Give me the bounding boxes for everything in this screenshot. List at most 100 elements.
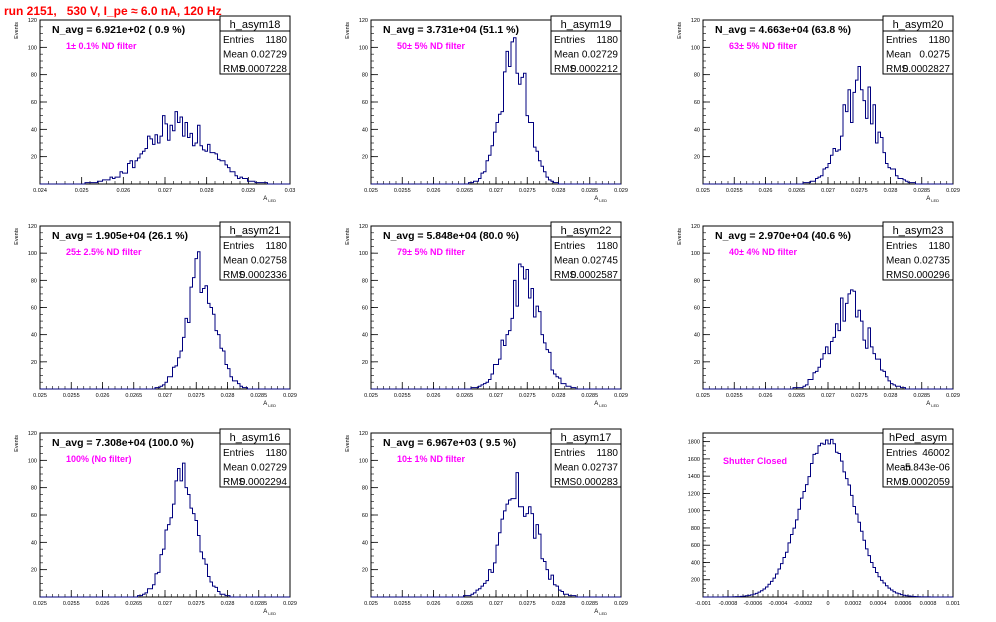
stat-value: 1180 bbox=[596, 241, 618, 252]
x-tick-label: 0.03 bbox=[285, 188, 296, 194]
x-tick-label: 0.027 bbox=[489, 601, 503, 607]
x-tick-label: 0.024 bbox=[33, 188, 47, 194]
y-tick-label: 20 bbox=[362, 155, 368, 161]
histogram-line bbox=[371, 37, 621, 185]
y-tick-label: 60 bbox=[362, 513, 368, 519]
x-tick-label: 0.0275 bbox=[519, 393, 536, 399]
y-tick-label: 60 bbox=[31, 513, 37, 519]
x-tick-label: 0.0265 bbox=[788, 393, 805, 399]
stat-value: 1180 bbox=[265, 241, 287, 252]
y-tick-label: 40 bbox=[362, 540, 368, 546]
x-tick-label: 0.0275 bbox=[519, 188, 536, 194]
x-tick-label: 0.029 bbox=[614, 188, 628, 194]
y-tick-label: 80 bbox=[362, 73, 368, 79]
stat-value: 0.0002587 bbox=[571, 270, 619, 281]
histogram-name: h_asym17 bbox=[561, 432, 612, 444]
x-tick-label: 0.029 bbox=[614, 393, 628, 399]
stat-label: RMS bbox=[554, 64, 577, 75]
histogram-name: h_asym20 bbox=[893, 19, 944, 31]
filter-label: 100% (No filter) bbox=[66, 454, 132, 464]
stat-value: 1180 bbox=[928, 241, 950, 252]
x-tick-label: 0.0255 bbox=[394, 601, 411, 607]
stat-value: 0.000296 bbox=[908, 270, 950, 281]
x-tick-label: 0.0275 bbox=[519, 601, 536, 607]
y-axis-label: Events bbox=[345, 22, 351, 39]
y-tick-label: 80 bbox=[31, 486, 37, 492]
x-tick-label: 0.029 bbox=[241, 188, 255, 194]
x-axis-label: ALED bbox=[263, 196, 276, 203]
stat-value: 1180 bbox=[596, 35, 618, 46]
x-tick-label: -0.0008 bbox=[719, 601, 738, 607]
histogram-line bbox=[703, 438, 953, 598]
x-axis-label: ALED bbox=[926, 196, 939, 203]
x-axis-label: ALED bbox=[594, 401, 607, 408]
x-tick-label: 0 bbox=[826, 601, 829, 607]
x-tick-label: 0.026 bbox=[96, 601, 110, 607]
y-tick-label: 40 bbox=[31, 333, 37, 339]
x-tick-label: 0.025 bbox=[364, 188, 378, 194]
x-tick-label: -0.0002 bbox=[794, 601, 813, 607]
y-tick-label: 60 bbox=[694, 100, 700, 106]
filter-label: 79± 5% ND filter bbox=[397, 247, 465, 257]
x-tick-label: 0.026 bbox=[427, 601, 441, 607]
x-axis-label: ALED bbox=[926, 401, 939, 408]
y-tick-label: 20 bbox=[31, 155, 37, 161]
y-tick-label: 1000 bbox=[688, 509, 700, 515]
x-tick-label: 0.0275 bbox=[851, 393, 868, 399]
x-tick-label: 0.0255 bbox=[394, 393, 411, 399]
summary-label: N_avg = 2.970e+04 (40.6 %) bbox=[715, 230, 851, 242]
y-tick-label: 60 bbox=[362, 306, 368, 312]
x-tick-label: 0.027 bbox=[489, 393, 503, 399]
y-tick-label: 80 bbox=[694, 278, 700, 284]
x-tick-label: 0.001 bbox=[946, 601, 960, 607]
stats-box bbox=[550, 428, 622, 488]
stats-box bbox=[219, 221, 291, 281]
stat-value: 0.02735 bbox=[914, 256, 951, 267]
x-tick-label: 0.0265 bbox=[125, 601, 142, 607]
y-axis-label: Events bbox=[345, 228, 351, 245]
x-tick-label: -0.0006 bbox=[744, 601, 763, 607]
stat-label: RMS bbox=[554, 270, 577, 281]
y-tick-label: 100 bbox=[359, 45, 368, 51]
run-title: run 2151, 530 V, I_pe ≈ 6.0 nA, 120 Hz bbox=[4, 4, 222, 18]
y-tick-label: 20 bbox=[362, 360, 368, 366]
stat-value: -5.843e-06 bbox=[902, 463, 951, 474]
x-tick-label: 0.028 bbox=[552, 393, 566, 399]
stat-label: RMS bbox=[223, 477, 246, 488]
y-tick-label: 400 bbox=[691, 560, 700, 566]
x-tick-label: 0.0006 bbox=[895, 601, 912, 607]
x-tick-label: 0.025 bbox=[696, 393, 710, 399]
y-tick-label: 60 bbox=[31, 306, 37, 312]
x-axis-label: ALED bbox=[263, 609, 276, 616]
stat-label: RMS bbox=[886, 64, 909, 75]
pad-h_asym17: 20 40 60 80 100 120 0.025 0.0255 0.026 0.0265 0.02… bbox=[345, 428, 628, 616]
filter-label: 40± 4% ND filter bbox=[729, 247, 797, 257]
x-tick-label: 0.0255 bbox=[63, 601, 80, 607]
x-tick-label: 0.0275 bbox=[851, 188, 868, 194]
stat-value: 0.02729 bbox=[251, 463, 288, 474]
y-tick-label: 120 bbox=[359, 18, 368, 24]
x-tick-label: 0.029 bbox=[946, 188, 960, 194]
histogram-line bbox=[371, 263, 621, 390]
x-tick-label: 0.025 bbox=[33, 393, 47, 399]
stats-box bbox=[882, 221, 954, 281]
x-tick-label: 0.0265 bbox=[456, 393, 473, 399]
summary-label: N_avg = 5.848e+04 (80.0 %) bbox=[383, 230, 519, 242]
stat-value: 0.02729 bbox=[582, 50, 619, 61]
stat-value: 0.02729 bbox=[251, 50, 288, 61]
pad-hPed_asym: 200 400 600 800 1000 1200 1400 1600 1800 -0.001 -0… bbox=[688, 428, 960, 607]
stat-label: Mean bbox=[886, 50, 911, 61]
pad-h_asym19: 20 40 60 80 100 120 0.025 0.0255 0.026 0.0265 0.02… bbox=[345, 15, 628, 203]
y-tick-label: 40 bbox=[31, 540, 37, 546]
y-tick-label: 600 bbox=[691, 543, 700, 549]
x-tick-label: 0.0285 bbox=[581, 601, 598, 607]
y-tick-label: 120 bbox=[28, 224, 37, 230]
x-tick-label: 0.0255 bbox=[726, 393, 743, 399]
summary-label: N_avg = 7.308e+04 (100.0 %) bbox=[52, 437, 194, 449]
summary-label: N_avg = 6.967e+03 ( 9.5 %) bbox=[383, 437, 516, 449]
stat-value: 0.02745 bbox=[582, 256, 619, 267]
y-tick-label: 40 bbox=[694, 127, 700, 133]
x-tick-label: 0.0255 bbox=[394, 188, 411, 194]
histogram-name: h_asym18 bbox=[230, 19, 281, 31]
y-tick-label: 80 bbox=[362, 486, 368, 492]
